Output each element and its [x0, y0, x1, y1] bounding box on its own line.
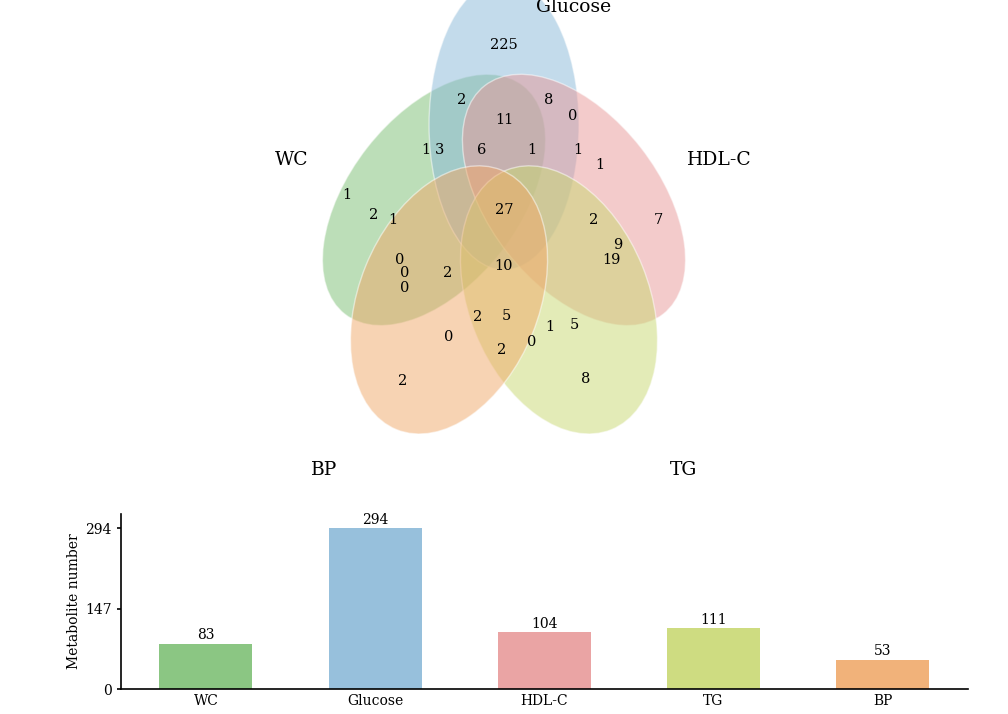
Text: 0: 0: [445, 331, 454, 344]
Text: 294: 294: [362, 513, 388, 527]
Text: 53: 53: [874, 645, 891, 658]
Text: 2: 2: [497, 343, 506, 357]
Text: 2: 2: [398, 374, 407, 388]
Bar: [498, 632, 591, 689]
Text: 27: 27: [495, 203, 513, 217]
Y-axis label: Metabolite number: Metabolite number: [68, 533, 81, 670]
Bar: [159, 643, 252, 689]
Text: 2: 2: [474, 311, 483, 324]
Ellipse shape: [351, 166, 547, 434]
Text: 1: 1: [342, 188, 351, 202]
Text: BP: BP: [310, 461, 338, 479]
Text: 10: 10: [495, 259, 513, 273]
Text: 2: 2: [369, 208, 379, 222]
Ellipse shape: [461, 166, 657, 434]
Text: 2: 2: [590, 213, 599, 227]
Bar: [667, 628, 760, 689]
Text: 8: 8: [582, 372, 591, 386]
Text: 83: 83: [198, 628, 215, 642]
Bar: [329, 528, 421, 689]
Text: 2: 2: [444, 266, 453, 280]
Text: 111: 111: [701, 613, 727, 627]
Bar: [837, 660, 929, 689]
Text: 104: 104: [531, 616, 557, 630]
Text: 5: 5: [570, 318, 579, 332]
Text: 1: 1: [574, 143, 583, 157]
Text: 1: 1: [545, 320, 554, 334]
Text: 2: 2: [457, 93, 466, 107]
Text: 0: 0: [400, 266, 409, 280]
Text: 6: 6: [477, 143, 486, 157]
Ellipse shape: [323, 74, 545, 326]
Text: 9: 9: [613, 238, 623, 252]
Text: 5: 5: [501, 309, 511, 323]
Text: 19: 19: [602, 253, 621, 267]
Text: 1: 1: [421, 143, 430, 157]
Text: 1: 1: [388, 213, 397, 227]
Text: 8: 8: [544, 93, 553, 107]
Text: Glucose: Glucose: [536, 0, 612, 16]
Text: 7: 7: [653, 213, 662, 227]
Text: 11: 11: [495, 113, 513, 127]
Text: 1: 1: [527, 143, 536, 157]
Ellipse shape: [463, 74, 685, 326]
Text: 0: 0: [569, 109, 578, 123]
Text: 0: 0: [395, 253, 405, 267]
Text: 0: 0: [527, 335, 536, 349]
Text: 3: 3: [435, 143, 445, 157]
Text: 1: 1: [596, 158, 605, 172]
Text: 0: 0: [400, 281, 409, 295]
Text: HDL-C: HDL-C: [686, 151, 751, 169]
Text: 225: 225: [490, 38, 518, 52]
Text: TG: TG: [670, 461, 698, 479]
Text: WC: WC: [275, 151, 308, 169]
Ellipse shape: [429, 0, 579, 270]
